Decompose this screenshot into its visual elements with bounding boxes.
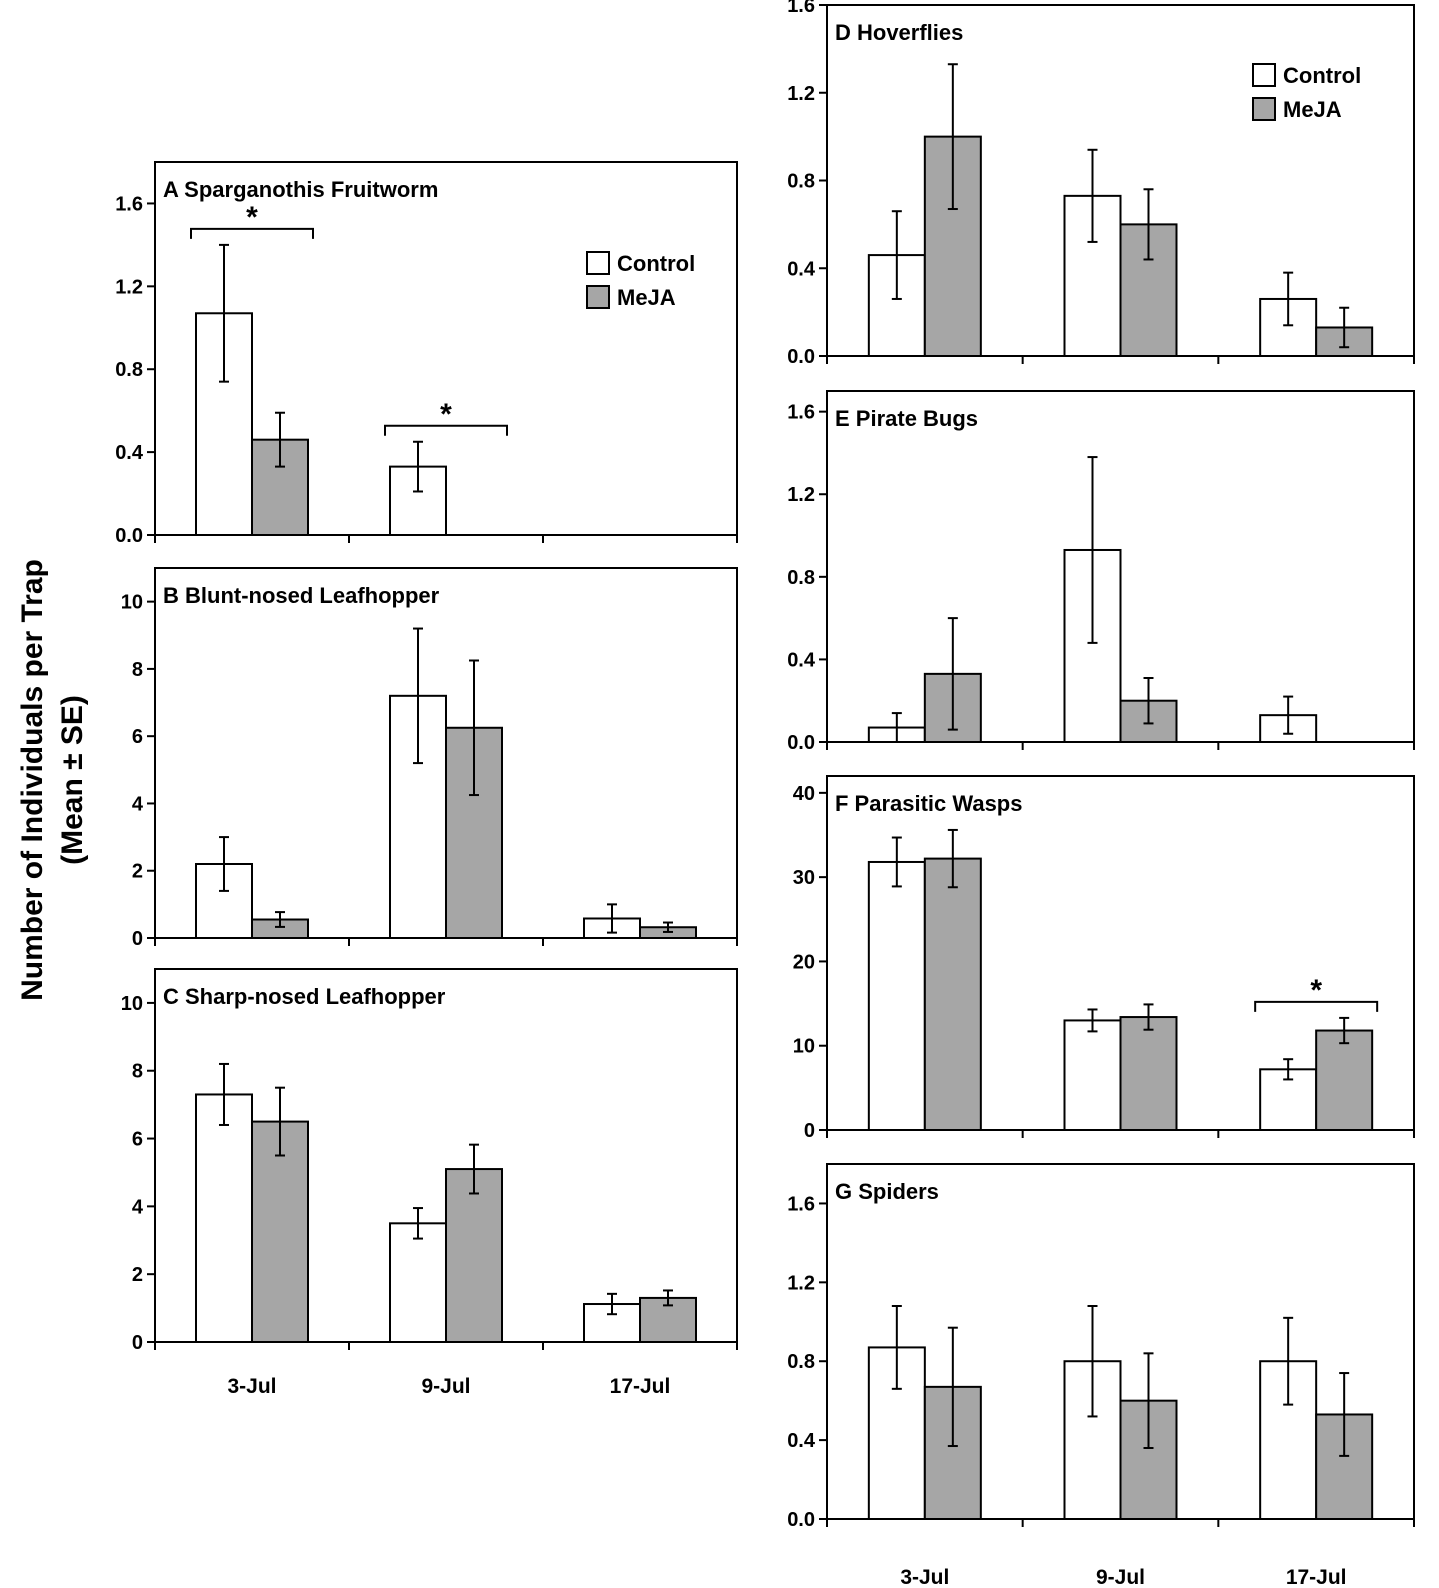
panel-title: A Sparganothis Fruitworm [163, 177, 438, 202]
y-tick-label: 40 [793, 783, 815, 805]
bar-control-3-jul [195, 1093, 253, 1343]
y-tick-label: 0.8 [787, 171, 815, 193]
x-category-label: 3-Jul [227, 1375, 276, 1398]
x-category-label: 3-Jul [900, 1566, 949, 1588]
y-tick-label: 30 [793, 867, 815, 889]
y-tick-label: 10 [793, 1036, 815, 1058]
panel-b: 0 2 4 6 8 10 B Blunt-nosed Leafhopper [121, 567, 738, 950]
bar-control-3-jul [867, 860, 926, 1131]
x-category-label: 17-Jul [1286, 1566, 1347, 1588]
y-tick-label: 4 [132, 1196, 144, 1218]
y-tick-label: 6 [132, 1129, 143, 1151]
significance-star: * [246, 201, 258, 234]
bar-control-9-jul [389, 1222, 447, 1344]
legend-swatch-meja [1252, 97, 1276, 121]
significance-bracket [190, 227, 314, 239]
legend-swatch-meja [586, 285, 610, 309]
y-tick-label: 0.0 [787, 346, 815, 368]
y-tick-label: 1.6 [787, 402, 815, 424]
x-category-label: 17-Jul [610, 1375, 671, 1398]
y-tick-label: 20 [793, 951, 815, 973]
panel-title: G Spiders [835, 1179, 939, 1204]
significance-bracket [384, 424, 508, 436]
panel-title: F Parasitic Wasps [835, 791, 1022, 816]
y-tick-label: 0.4 [115, 442, 144, 464]
y-tick-label: 0.0 [787, 732, 815, 754]
panel-d: 0.0 0.4 0.8 1.2 1.6 D Hoverflies Control MeJA [787, 0, 1415, 368]
y-tick-label: 1.2 [115, 276, 143, 298]
y-tick-label: 0.4 [787, 258, 816, 280]
bar-control-9-jul [1063, 1019, 1122, 1132]
legend-label-meja: MeJA [617, 285, 676, 310]
legend-swatch-control [1252, 63, 1276, 87]
legend-swatch-control [586, 251, 610, 275]
y-tick-label: 1.6 [115, 193, 143, 215]
bar-meja-3-jul [923, 135, 982, 357]
legend: Control MeJA [586, 251, 695, 310]
bar-meja-9-jul [445, 1168, 503, 1343]
y-tick-label: 4 [132, 793, 144, 815]
y-tick-label: 10 [121, 993, 143, 1015]
panel-title: B Blunt-nosed Leafhopper [163, 583, 440, 608]
y-axis-label-line2: (Mean ± SE) [56, 695, 89, 865]
y-axis-label: Number of Individuals per Trap (Mean ± S… [16, 559, 89, 1001]
x-category-labels: 3-Jul 9-Jul 17-Jul 3-Jul 9-Jul 17-Jul [227, 1375, 1346, 1588]
y-tick-label: 0.0 [115, 525, 143, 547]
y-tick-label: 0.8 [787, 567, 815, 589]
panel-title: D Hoverflies [835, 20, 963, 45]
y-tick-label: 1.6 [787, 1193, 815, 1215]
y-tick-label: 6 [132, 726, 143, 748]
bar-meja-3-jul [923, 857, 982, 1131]
panel-f: 0 10 20 30 40 * F Parasitic Wasps [793, 775, 1415, 1142]
panel-g: 0.0 0.4 0.8 1.2 1.6 G Spiders [787, 1163, 1415, 1531]
y-tick-label: 1.2 [787, 484, 815, 506]
panels: 0.00.40.81.21.6 **A Sparganothis Fruitwor… [115, 0, 1415, 1531]
y-tick-label: 0.8 [787, 1351, 815, 1373]
panel-title: E Pirate Bugs [835, 406, 978, 431]
significance-star: * [1310, 974, 1322, 1007]
bar-meja-9-jul [1119, 1016, 1178, 1131]
x-category-label: 9-Jul [1096, 1566, 1145, 1588]
legend-label-control: Control [1283, 63, 1361, 88]
y-tick-label: 0.4 [787, 1430, 816, 1452]
legend: Control MeJA [1252, 63, 1361, 122]
bar-meja-17-jul [1315, 1029, 1374, 1131]
y-tick-label: 10 [121, 592, 143, 614]
x-category-label: 9-Jul [421, 1375, 470, 1398]
legend-label-control: Control [617, 251, 695, 276]
y-tick-label: 0 [804, 1120, 815, 1142]
panel-e: 0.0 0.4 0.8 1.2 1.6 E Pirate Bugs [787, 390, 1415, 754]
y-tick-label: 1.6 [787, 0, 815, 17]
significance-star: * [440, 398, 452, 431]
y-tick-label: 2 [132, 1264, 143, 1286]
panel-c: 0 2 4 6 8 10 C Sharp-nosed Leafhopper [121, 968, 738, 1354]
y-tick-label: 1.2 [787, 83, 815, 105]
y-tick-label: 0.4 [787, 649, 816, 671]
panel-a: 0.00.40.81.21.6 **A Sparganothis Fruitwor… [115, 161, 738, 547]
y-tick-label: 8 [132, 659, 143, 681]
y-tick-label: 0.0 [787, 1509, 815, 1531]
legend-label-meja: MeJA [1283, 97, 1342, 122]
bar-meja-3-jul [251, 1120, 309, 1344]
y-axis-label-line1: Number of Individuals per Trap [16, 559, 49, 1001]
significance-bracket [1254, 1000, 1379, 1012]
y-tick-label: 0 [132, 1332, 143, 1354]
y-tick-label: 0.8 [115, 359, 143, 381]
panel-title: C Sharp-nosed Leafhopper [163, 984, 446, 1009]
y-tick-label: 1.2 [787, 1272, 815, 1294]
y-tick-label: 2 [132, 861, 143, 883]
y-tick-label: 0 [132, 928, 143, 950]
y-tick-label: 8 [132, 1061, 143, 1083]
